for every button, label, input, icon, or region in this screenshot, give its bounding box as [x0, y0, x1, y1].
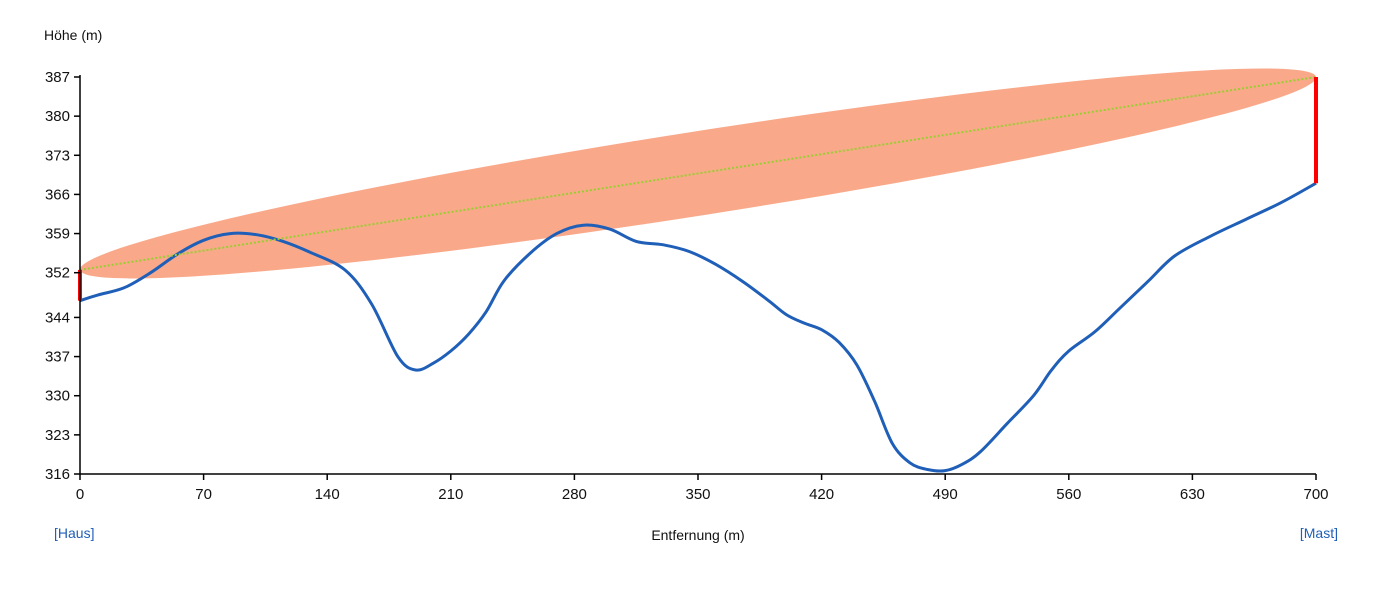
x-tick-label: 70	[195, 486, 212, 503]
terrain-profile-line	[79, 181, 1317, 473]
x-tick-label: 560	[1056, 486, 1081, 503]
line-of-sight	[79, 76, 1317, 271]
x-tick-label: 210	[438, 486, 463, 503]
y-tick-label: 373	[45, 147, 70, 164]
x-tick-label: 140	[315, 486, 340, 503]
x-tick-label: 630	[1180, 486, 1205, 503]
x-tick-label: 420	[809, 486, 834, 503]
y-tick-label: 387	[45, 69, 70, 86]
start-location-link[interactable]: [Haus]	[54, 525, 95, 541]
y-tick-label: 337	[45, 349, 70, 366]
y-tick-label: 344	[45, 309, 70, 326]
y-tick-label: 330	[45, 388, 70, 405]
y-axis-title: Höhe (m)	[44, 27, 102, 43]
y-tick-label: 352	[45, 265, 70, 282]
x-axis-title: Entfernung (m)	[651, 527, 744, 543]
x-tick-label: 700	[1303, 486, 1328, 503]
x-tick-label: 490	[933, 486, 958, 503]
y-tick-label: 316	[45, 466, 70, 483]
end-location-link[interactable]: [Mast]	[1299, 525, 1338, 541]
y-tick-label: 359	[45, 226, 70, 243]
x-tick-label: 280	[562, 486, 587, 503]
y-tick-label: 380	[45, 108, 70, 125]
y-tick-label: 323	[45, 427, 70, 444]
x-tick-label: 350	[685, 486, 710, 503]
x-tick-label: 0	[76, 486, 84, 503]
y-tick-label: 366	[45, 186, 70, 203]
